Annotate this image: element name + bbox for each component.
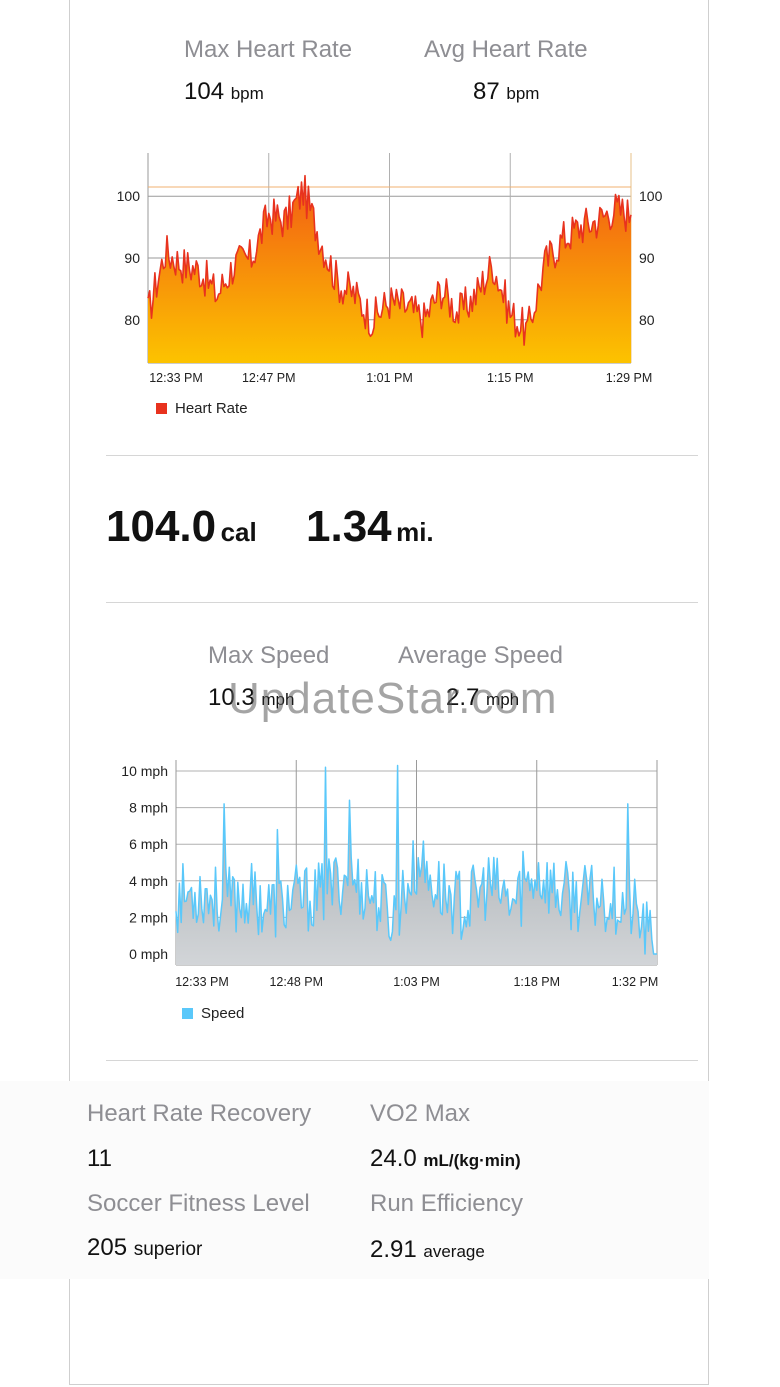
heart-rate-legend: Heart Rate	[156, 400, 248, 417]
speed-legend: Speed	[182, 1005, 244, 1022]
max-speed-unit: mph	[261, 690, 295, 709]
max-heart-rate-label: Max Heart Rate	[184, 36, 353, 63]
speed-area	[176, 765, 657, 965]
average-speed-label: Average Speed	[398, 642, 564, 669]
max-heart-rate-value: 104 bpm	[184, 78, 264, 105]
vo2-max-unit: mL/(kg·min)	[423, 1151, 521, 1170]
distance-value: 1.34 mi.	[306, 502, 434, 551]
x-tick-label: 12:47 PM	[242, 371, 296, 385]
avg-heart-rate-label: Avg Heart Rate	[424, 36, 588, 63]
run-efficiency-value: 2.91 average	[370, 1236, 485, 1263]
heart-rate-line	[147, 174, 632, 346]
y-tick-label-right: 90	[639, 250, 655, 266]
soccer-fitness-level-value: 205 superior	[87, 1234, 203, 1261]
fitness-metrics-section	[0, 1081, 709, 1279]
average-speed-value: 2.7 mph	[446, 684, 520, 711]
divider	[106, 455, 698, 456]
heart-rate-area	[148, 175, 631, 363]
y-tick-label-left: 80	[124, 312, 140, 328]
x-tick-label: 1:29 PM	[606, 371, 653, 385]
heart-rate-recovery-value: 11	[87, 1145, 112, 1172]
max-speed-label: Max Speed	[208, 642, 330, 669]
divider	[106, 1060, 698, 1061]
y-tick-label: 6 mph	[129, 836, 168, 852]
run-efficiency-rating: average	[423, 1242, 485, 1261]
heart-rate-recovery-label: Heart Rate Recovery	[87, 1100, 312, 1127]
vo2-max-value: 24.0 mL/(kg·min)	[370, 1145, 521, 1172]
heart-rate-chart: 80 80 90 90 100 100 12:33 PM 12:47 PM 1:01 PM 1:1…	[117, 153, 663, 385]
y-tick-label-left: 90	[124, 250, 140, 266]
divider	[106, 602, 698, 603]
soccer-fitness-level-rating: superior	[133, 1239, 203, 1260]
y-tick-label-right: 100	[639, 188, 663, 204]
y-tick-label-right: 80	[639, 312, 655, 328]
y-tick-label: 8 mph	[129, 800, 168, 816]
heart-rate-legend-swatch	[156, 403, 167, 414]
y-tick-label: 2 mph	[129, 909, 168, 925]
x-tick-label: 1:01 PM	[366, 371, 413, 385]
speed-line	[175, 764, 657, 955]
x-tick-label: 1:15 PM	[487, 371, 534, 385]
speed-chart: 0 mph 2 mph 4 mph 6 mph 8 mph 10 mph 12:33 PM 1…	[121, 760, 659, 989]
speed-legend-swatch	[182, 1008, 193, 1019]
x-tick-label: 12:48 PM	[269, 975, 323, 989]
run-efficiency-label: Run Efficiency	[370, 1190, 523, 1217]
average-speed-unit: mph	[486, 690, 520, 709]
x-tick-label: 1:18 PM	[513, 975, 560, 989]
y-tick-label-left: 100	[117, 188, 141, 204]
max-heart-rate-unit: bpm	[230, 84, 264, 103]
avg-heart-rate-value: 87 bpm	[473, 78, 540, 105]
vo2-max-label: VO2 Max	[370, 1100, 471, 1127]
x-tick-label: 1:03 PM	[393, 975, 440, 989]
x-tick-label: 12:33 PM	[175, 975, 229, 989]
soccer-fitness-level-label: Soccer Fitness Level	[87, 1190, 310, 1217]
x-tick-label: 12:33 PM	[149, 371, 203, 385]
y-tick-label: 10 mph	[121, 763, 168, 779]
calories-value: 104.0 cal	[106, 502, 257, 551]
x-tick-label: 1:32 PM	[612, 975, 659, 989]
avg-heart-rate-unit: bpm	[506, 84, 540, 103]
y-tick-label: 4 mph	[129, 873, 168, 889]
max-speed-value: 10.3 mph	[208, 684, 295, 711]
watermark: UpdateStar.com	[228, 674, 558, 723]
y-tick-label: 0 mph	[129, 946, 168, 962]
